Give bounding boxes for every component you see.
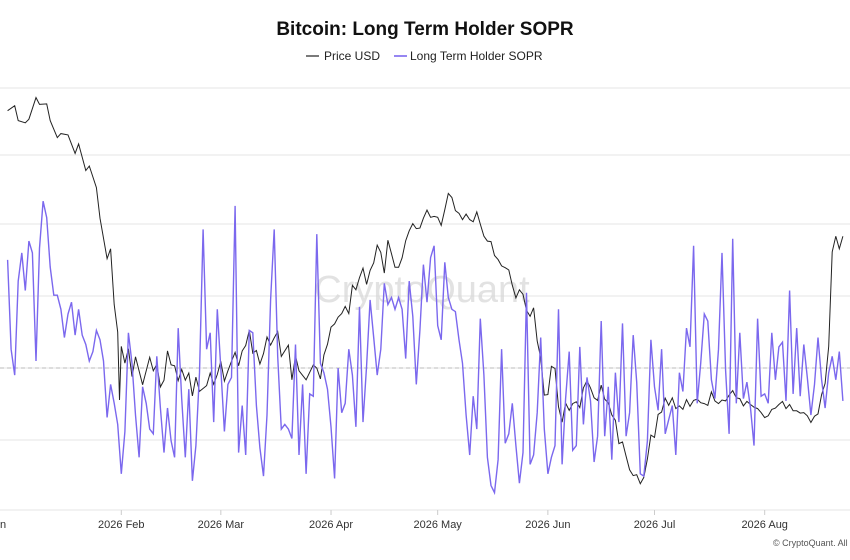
legend-price-label: Price USD bbox=[324, 49, 380, 63]
credit-text: © CryptoQuant. All ri bbox=[773, 538, 850, 548]
x-tick-label: 2026 Mar bbox=[198, 519, 245, 531]
x-tick-label: 2026 Jun bbox=[525, 519, 570, 531]
x-axis-ticks: n 2026 Feb 2026 Mar 2026 Apr 2026 May 2026 Ju… bbox=[0, 510, 788, 531]
x-tick-label-start: n bbox=[0, 519, 6, 531]
x-tick-label: 2026 May bbox=[414, 519, 463, 531]
long-term-holder-sopr-line bbox=[6, 201, 844, 496]
x-tick-label: 2026 Aug bbox=[741, 519, 788, 531]
x-tick-label: 2026 Apr bbox=[309, 519, 353, 531]
x-tick-label: 2026 Jul bbox=[634, 519, 676, 531]
legend-sopr-label: Long Term Holder SOPR bbox=[410, 49, 543, 63]
chart-title: Bitcoin: Long Term Holder SOPR bbox=[276, 19, 574, 40]
x-tick-label: 2026 Feb bbox=[98, 519, 144, 531]
legend: Price USD Long Term Holder SOPR bbox=[306, 49, 543, 63]
